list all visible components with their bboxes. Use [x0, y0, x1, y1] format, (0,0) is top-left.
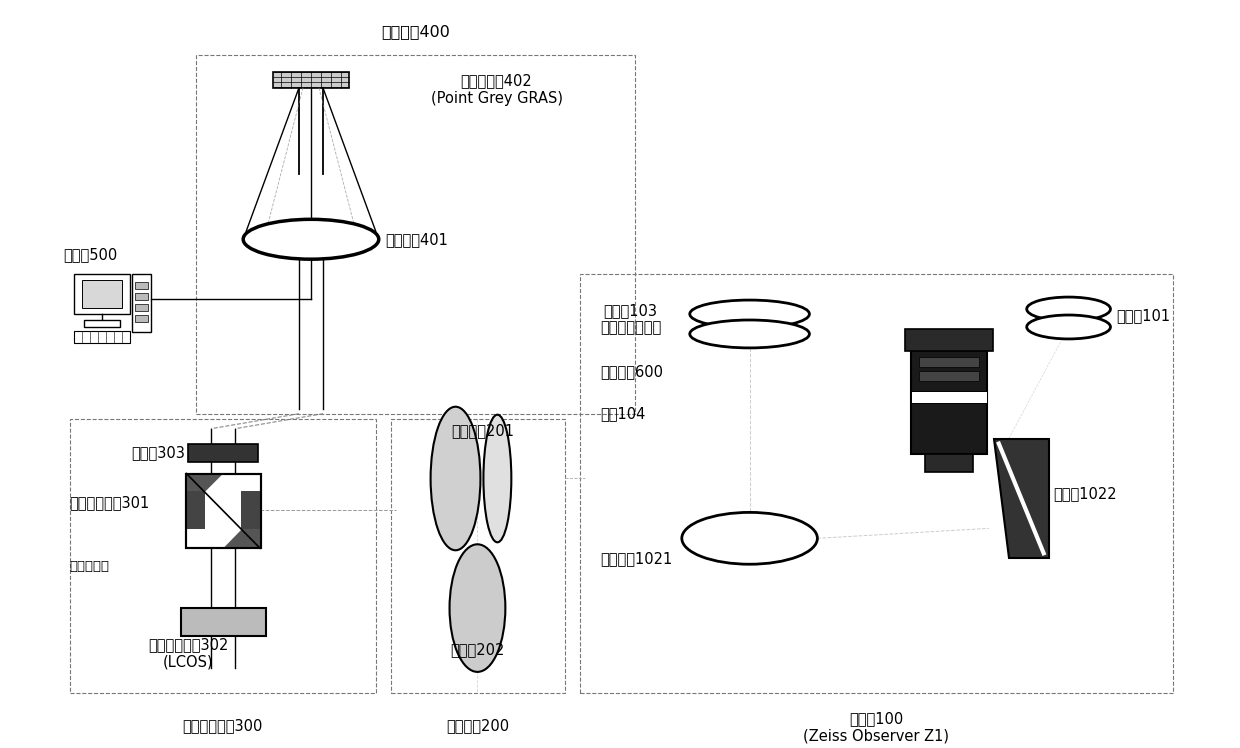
Ellipse shape: [682, 512, 817, 564]
Bar: [911, 390, 987, 402]
Polygon shape: [242, 491, 260, 530]
Text: 套管透镜1021: 套管透镜1021: [600, 551, 672, 565]
Ellipse shape: [243, 219, 378, 260]
Bar: [273, 72, 348, 88]
Bar: [925, 453, 973, 471]
Ellipse shape: [1027, 297, 1111, 321]
Bar: [196, 55, 635, 414]
Text: 频谱调制模块300: 频谱调制模块300: [182, 718, 263, 733]
Bar: [73, 331, 129, 343]
Text: 显微样本600: 显微样本600: [600, 364, 663, 379]
Bar: [188, 444, 258, 462]
Ellipse shape: [484, 414, 511, 542]
Text: 中继透镜201: 中继透镜201: [451, 423, 513, 438]
Text: 偏振分光棱镜301: 偏振分光棱镜301: [69, 495, 150, 510]
Bar: [181, 608, 267, 636]
Text: 成像模块400: 成像模块400: [381, 25, 450, 40]
Bar: [134, 293, 149, 300]
Bar: [919, 371, 978, 381]
Bar: [919, 357, 978, 367]
Bar: [134, 315, 149, 322]
Bar: [391, 419, 565, 693]
Bar: [186, 473, 262, 548]
Bar: [905, 329, 993, 351]
Bar: [83, 320, 119, 327]
Polygon shape: [186, 491, 206, 530]
Text: 空间光调制器302
(LCOS): 空间光调制器302 (LCOS): [148, 637, 228, 669]
Ellipse shape: [689, 320, 810, 348]
Bar: [134, 304, 149, 311]
Bar: [131, 274, 151, 332]
Bar: [134, 282, 149, 289]
Text: 显微镜100
(Zeiss Observer Z1): 显微镜100 (Zeiss Observer Z1): [804, 711, 949, 744]
Bar: [73, 274, 129, 314]
Bar: [69, 419, 376, 693]
Ellipse shape: [450, 545, 506, 672]
Text: 相机传感器402
(Point Grey GRAS): 相机传感器402 (Point Grey GRAS): [430, 73, 563, 106]
Polygon shape: [223, 510, 260, 548]
Ellipse shape: [1027, 315, 1111, 339]
Ellipse shape: [430, 407, 480, 551]
Text: （光圈面）: （光圈面）: [69, 560, 109, 573]
Text: 物镜104: 物镜104: [600, 406, 646, 421]
Text: 控制器500: 控制器500: [63, 247, 118, 262]
Text: 偏振片202: 偏振片202: [450, 643, 505, 657]
Text: 聚光镜103
（产生平行光）: 聚光镜103 （产生平行光）: [600, 303, 661, 335]
Polygon shape: [993, 438, 1049, 558]
Text: 中继模块200: 中继模块200: [446, 718, 508, 733]
Polygon shape: [186, 473, 223, 510]
Bar: [186, 473, 262, 548]
Text: 滤波片101: 滤波片101: [1116, 308, 1171, 323]
Text: 反射镜1022: 反射镜1022: [1054, 486, 1117, 501]
Bar: [82, 280, 122, 308]
Text: 遮光板303: 遮光板303: [131, 445, 186, 460]
Bar: [911, 349, 987, 453]
Text: 成像透镜401: 成像透镜401: [386, 232, 449, 247]
Bar: [580, 274, 1173, 693]
Ellipse shape: [689, 300, 810, 328]
